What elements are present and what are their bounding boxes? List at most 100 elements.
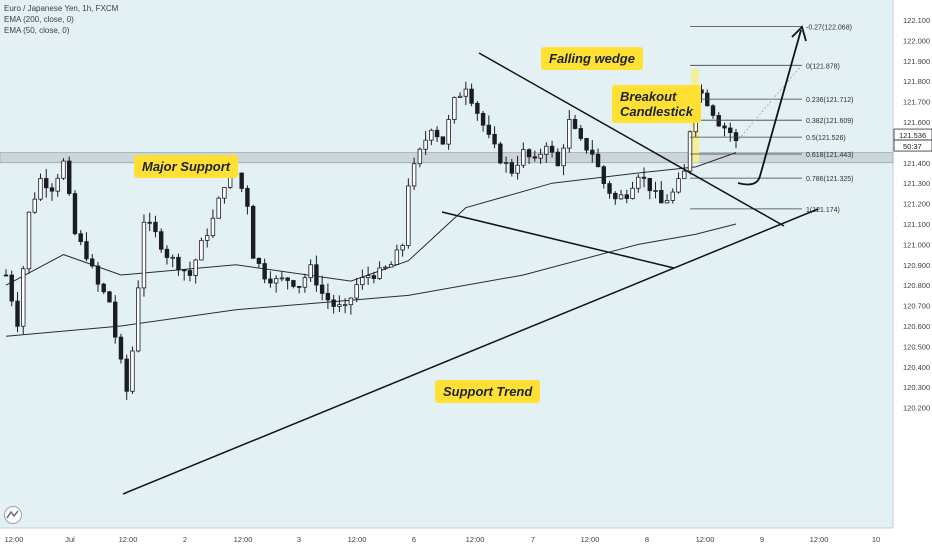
candle-body bbox=[503, 162, 509, 164]
candle-body bbox=[383, 266, 388, 269]
y-tick-label: 121.900 bbox=[903, 57, 930, 66]
candle-body bbox=[262, 263, 267, 280]
candle-body bbox=[687, 131, 693, 172]
y-tick-label: 121.400 bbox=[903, 159, 930, 168]
candle-body bbox=[371, 275, 377, 279]
candle-body bbox=[526, 149, 532, 158]
candle-body bbox=[469, 88, 474, 104]
fib-level-label: 1(121.174) bbox=[806, 207, 840, 214]
candle-body bbox=[268, 278, 273, 284]
candle-body bbox=[314, 264, 319, 286]
candle-body bbox=[670, 191, 675, 201]
candle-body bbox=[636, 176, 641, 189]
candle-body bbox=[72, 193, 78, 235]
candle-body bbox=[400, 245, 405, 251]
candle-body bbox=[475, 102, 480, 114]
y-tick-label: 121.800 bbox=[903, 77, 930, 86]
candle-body bbox=[118, 336, 124, 360]
candle-body bbox=[607, 183, 612, 194]
candle-body bbox=[193, 259, 198, 276]
candle-body bbox=[101, 283, 106, 293]
candle-body bbox=[158, 231, 164, 250]
candle-body bbox=[544, 145, 549, 155]
candle-body bbox=[153, 221, 158, 233]
candle-body bbox=[360, 277, 365, 286]
candle-body bbox=[578, 128, 584, 139]
countdown-label: 50:37 bbox=[903, 142, 922, 151]
candle-body bbox=[452, 97, 457, 120]
candle-body bbox=[411, 163, 417, 187]
candle-body bbox=[136, 287, 141, 352]
candle-body bbox=[222, 187, 227, 199]
candle-body bbox=[567, 119, 572, 149]
candle-body bbox=[15, 300, 20, 327]
candle-body bbox=[130, 350, 135, 392]
candle-body bbox=[49, 187, 55, 192]
candle-body bbox=[613, 192, 618, 200]
y-tick-label: 121.300 bbox=[903, 179, 930, 188]
candle-body bbox=[406, 185, 411, 246]
y-tick-label: 120.700 bbox=[903, 302, 930, 311]
x-tick-label: 12:00 bbox=[581, 535, 600, 544]
candle-body bbox=[480, 112, 486, 126]
tradingview-logo-icon[interactable] bbox=[4, 506, 22, 524]
arrowhead-icon bbox=[791, 25, 807, 42]
candle-body bbox=[199, 239, 204, 261]
candle-body bbox=[78, 233, 83, 243]
candle-body bbox=[423, 139, 428, 150]
candle-body bbox=[239, 172, 244, 189]
candle-body bbox=[641, 176, 647, 179]
x-tick-label: 8 bbox=[645, 535, 649, 544]
candle-body bbox=[498, 143, 503, 164]
y-tick-label: 120.300 bbox=[903, 383, 930, 392]
candle-body bbox=[728, 127, 733, 134]
candle-body bbox=[618, 194, 624, 200]
candle-body bbox=[84, 241, 89, 260]
candle-body bbox=[653, 189, 658, 192]
candle-body bbox=[170, 256, 175, 259]
candle-body bbox=[417, 148, 423, 165]
candle-body bbox=[354, 284, 359, 299]
candle-body bbox=[446, 119, 451, 145]
time-axis-background bbox=[0, 528, 932, 550]
candle-body bbox=[216, 197, 221, 219]
major-support-callout: Major Support bbox=[134, 155, 239, 178]
candle-body bbox=[291, 280, 296, 287]
y-tick-label: 120.800 bbox=[903, 281, 930, 290]
y-tick-label: 120.400 bbox=[903, 363, 930, 372]
breakout-label-line1: Breakout bbox=[620, 89, 677, 104]
candle-body bbox=[590, 149, 595, 155]
x-tick-label: 12:00 bbox=[348, 535, 367, 544]
candle-body bbox=[273, 278, 279, 284]
candle-body bbox=[733, 132, 739, 142]
candle-body bbox=[302, 277, 308, 288]
x-tick-label: 12:00 bbox=[466, 535, 485, 544]
candle-body bbox=[55, 177, 60, 192]
candle-body bbox=[67, 160, 72, 194]
y-tick-label: 120.900 bbox=[903, 261, 930, 270]
candle-body bbox=[107, 291, 112, 303]
candle-body bbox=[337, 304, 342, 307]
candle-body bbox=[509, 162, 515, 174]
candle-body bbox=[365, 275, 371, 278]
candle-body bbox=[204, 235, 210, 241]
candle-body bbox=[164, 248, 170, 258]
candle-body bbox=[492, 133, 497, 145]
candle-body bbox=[682, 170, 687, 180]
candle-body bbox=[434, 129, 440, 138]
fib-level-label: 0.236(121.712) bbox=[806, 97, 853, 104]
x-tick-label: Jul bbox=[65, 535, 75, 544]
candle-body bbox=[486, 124, 492, 135]
x-tick-label: 12:00 bbox=[5, 535, 24, 544]
candle-body bbox=[555, 151, 561, 167]
symbol-label: Euro / Japanese Yen, 1h, FXCM bbox=[4, 4, 119, 13]
y-tick-label: 120.200 bbox=[903, 404, 930, 413]
fib-level-label: 0.786(121.325) bbox=[806, 176, 853, 183]
candle-body bbox=[95, 265, 101, 285]
breakout-candlestick-callout: Breakout Candlestick bbox=[612, 85, 701, 123]
candle-body bbox=[601, 166, 606, 184]
candle-body bbox=[457, 95, 463, 98]
candle-body bbox=[21, 268, 26, 327]
